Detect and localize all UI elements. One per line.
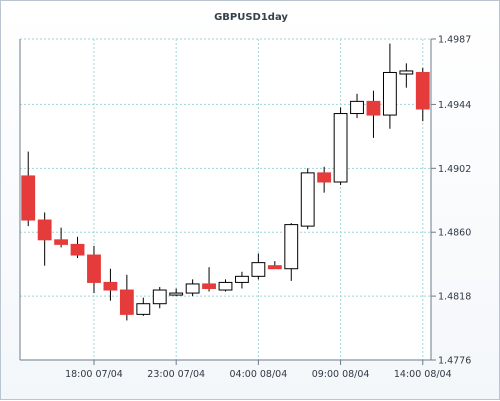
y-tick-label: 1.4860 [438,228,471,239]
x-tick-label: 04:00 08/04 [229,369,287,380]
candle-body-up [284,224,299,270]
candle-body-down [202,283,216,289]
x-tick-label: 23:00 07/04 [147,369,205,380]
y-tick-label: 1.4776 [438,356,471,367]
candle-body-down [37,219,52,241]
candle-body-up [185,283,200,294]
y-tick-label: 1.4987 [438,35,471,46]
chart-title: GBPUSD1day [214,12,288,23]
candle-body-down [54,239,69,245]
candle-body-up [350,100,364,115]
candle-body-down [366,100,381,116]
candle-body-up [136,303,151,315]
candle-body-up [235,275,249,283]
x-tick-label: 18:00 07/04 [65,369,123,380]
candle-body-down [119,289,134,315]
candle-body-up [218,281,233,291]
x-tick-label: 14:00 08/04 [394,369,452,380]
y-tick-label: 1.4902 [438,164,471,175]
y-tick-label: 1.4944 [438,100,471,111]
candle-body-down [103,281,118,291]
y-tick-label: 1.4818 [438,292,471,303]
candle-body-down [70,243,85,256]
candle-body-down [267,265,282,270]
candle-body-up [169,292,184,296]
x-tick-label: 09:00 08/04 [312,369,370,380]
candle-body-up [382,71,397,116]
candle-body-down [21,175,36,221]
candle-body-up [399,70,414,75]
candle-body-down [317,172,332,183]
candle-body-down [87,254,101,283]
candle-body-up [333,113,348,183]
plot-area [20,39,431,360]
candle-body-down [415,71,430,110]
candle-body-up [152,289,167,305]
candle-body-up [300,172,315,227]
candle-body-up [251,262,266,277]
